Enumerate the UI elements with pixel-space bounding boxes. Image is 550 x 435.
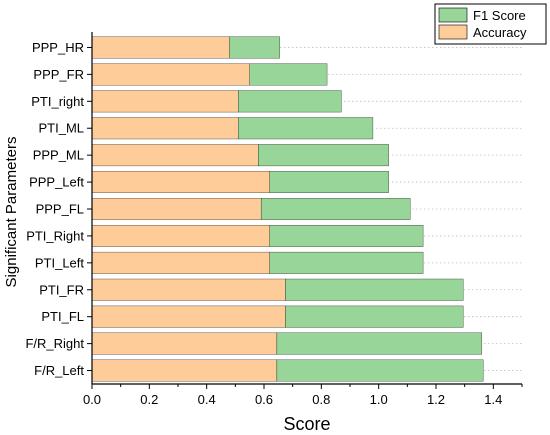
bar-accuracy [91,63,250,86]
bar-accuracy [91,359,278,382]
y-tick-label: PPP_ML [33,148,84,163]
x-tick-label: 0.0 [83,392,101,407]
y-tick-label: PPP_Left [29,175,84,190]
bar-f1-score [238,90,342,113]
bar-accuracy [91,305,286,328]
x-axis-title: Score [283,414,330,434]
x-tick-label: 1.4 [484,392,502,407]
bar-accuracy [91,90,239,113]
y-tick-label: PTI_FR [39,282,84,297]
bar-f1-score [269,171,389,193]
x-tick-label: 1.2 [427,392,445,407]
bar-f1-score [229,36,280,59]
axes [87,32,523,389]
bar-accuracy [91,198,262,220]
bar-accuracy [91,332,278,355]
bar-f1-score [238,117,374,140]
bar-f1-score [276,359,484,382]
x-tick-label: 0.6 [255,392,273,407]
x-tick-label: 0.4 [198,392,216,407]
y-tick-label: PTI_Right [26,228,84,243]
bar-f1-score [258,144,389,167]
legend-swatch [438,7,468,23]
bar-f1-score [285,305,464,328]
y-tick-label: PTI_FL [41,309,84,324]
y-tick-labels: PPP_HR PPP_FR PTI_right PTI_ML PPP_ML PPP_Lef… [25,40,84,378]
bar-accuracy [91,251,270,274]
bar-accuracy [91,144,259,167]
y-tick-label: F/R_Left [34,363,84,378]
y-tick-label: PTI_ML [38,121,84,136]
bar-accuracy [91,36,230,59]
x-tick-label: 1.0 [370,392,388,407]
x-tick-label: 0.2 [140,392,158,407]
y-tick-label: PPP_FL [36,202,84,217]
bar-accuracy [91,225,270,247]
x-tick-label: 0.8 [312,392,330,407]
y-tick-label: PPP_HR [32,40,84,55]
bar-f1-score [260,198,411,220]
bar-f1-score [269,225,424,247]
y-axis-title: Significant Parameters [3,137,20,288]
legend-label: Accuracy [473,25,527,40]
bars [91,36,484,382]
y-tick-label: F/R_Right [25,336,84,351]
bar-accuracy [91,171,270,193]
bar-f1-score [285,278,464,301]
y-tick-label: PTI_Left [35,255,85,270]
legend-label: F1 Score [473,8,526,23]
y-tick-label: PPP_FR [33,67,84,82]
bar-accuracy [91,117,239,140]
bar-accuracy [91,278,286,301]
legend-swatch [438,24,468,40]
legend: F1 Score Accuracy [434,3,547,45]
y-tick-label: PTI_right [31,94,84,109]
x-tick-labels: 0.0 0.2 0.4 0.6 0.8 1.0 1.2 1.4 [83,392,502,407]
bar-f1-score [276,332,483,355]
bar-f1-score [249,63,328,86]
bar-f1-score [269,251,424,274]
